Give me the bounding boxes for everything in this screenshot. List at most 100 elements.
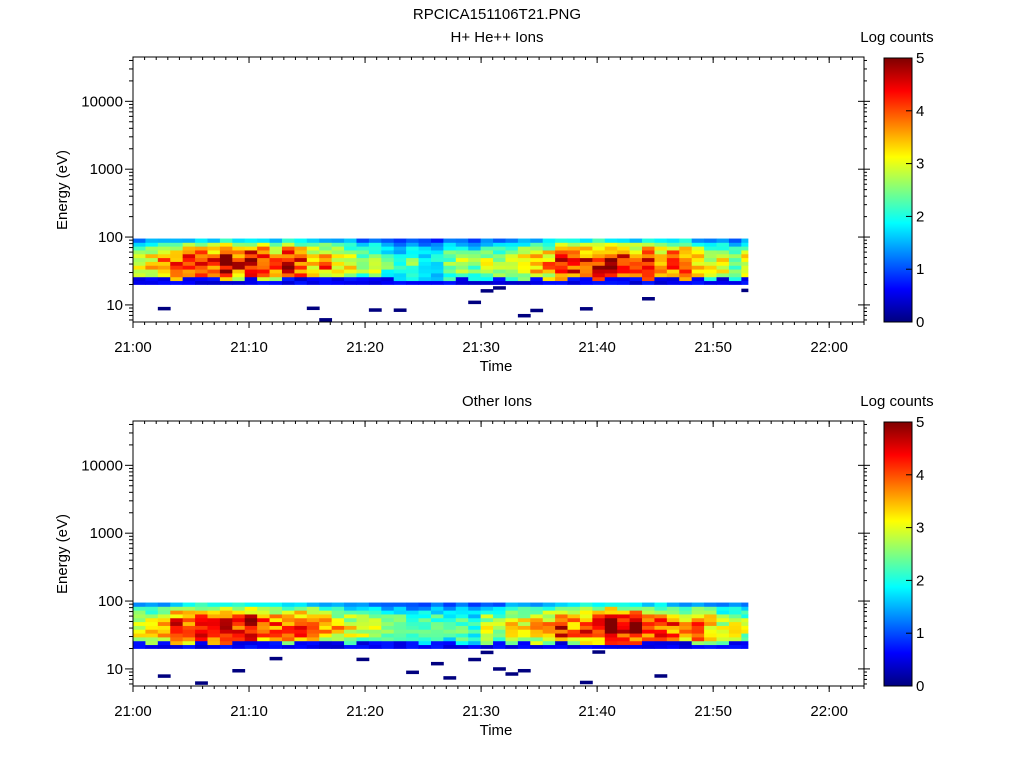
- heatmap-cell: [306, 253, 320, 259]
- heatmap-cell: [642, 297, 655, 301]
- heatmap-cell: [269, 629, 283, 634]
- heatmap-cell: [145, 238, 159, 243]
- heatmap-cell: [654, 273, 668, 278]
- heatmap-cell: [418, 610, 432, 615]
- heatmap-cell: [493, 640, 506, 646]
- heatmap-cell: [406, 621, 419, 626]
- heatmap-cell: [207, 602, 221, 607]
- heatmap-cell: [344, 257, 357, 262]
- heatmap-cell: [455, 610, 469, 615]
- heatmap-cell: [393, 606, 407, 611]
- heatmap-cell: [418, 265, 432, 270]
- x-tick-label: 21:00: [114, 703, 152, 720]
- heatmap-cell: [257, 246, 270, 251]
- heatmap-cell: [244, 629, 258, 634]
- heatmap-cell: [306, 625, 320, 630]
- heatmap-cell: [642, 602, 655, 607]
- heatmap-cell: [257, 637, 270, 642]
- heatmap-cell: [145, 280, 159, 285]
- heatmap-cell: [344, 250, 357, 255]
- heatmap-cell: [480, 273, 494, 278]
- heatmap-cell: [604, 242, 618, 247]
- heatmap-cell: [133, 261, 146, 266]
- heatmap-cell: [555, 261, 568, 266]
- heatmap-cell: [505, 265, 519, 270]
- heatmap-cell: [418, 246, 432, 251]
- heatmap-cell: [294, 276, 308, 282]
- heatmap-cell: [257, 610, 270, 615]
- heatmap-cell: [691, 238, 705, 243]
- heatmap-cell: [430, 250, 444, 255]
- heatmap-cell: [617, 610, 631, 615]
- heatmap-cell: [555, 640, 568, 646]
- heatmap-cell: [728, 242, 742, 247]
- heatmap-cell: [368, 621, 382, 626]
- heatmap-cell: [406, 250, 419, 255]
- heatmap-cell: [430, 621, 444, 626]
- heatmap-cell: [232, 246, 246, 251]
- heatmap-cell: [393, 640, 407, 646]
- heatmap-cell: [219, 253, 233, 259]
- heatmap-cell: [517, 617, 531, 623]
- heatmap-cell: [704, 602, 717, 607]
- heatmap-cell: [691, 246, 705, 251]
- heatmap-cell: [368, 242, 382, 247]
- heatmap-cell: [666, 610, 680, 615]
- heatmap-cell: [629, 273, 643, 278]
- heatmap-cell: [579, 265, 593, 270]
- heatmap-cell: [232, 276, 246, 282]
- heatmap-cell: [741, 621, 749, 626]
- heatmap-cell: [281, 644, 295, 649]
- heatmap-cell: [505, 640, 519, 646]
- heatmap-cell: [679, 637, 693, 642]
- heatmap-cell: [542, 633, 556, 638]
- heatmap-cell: [468, 269, 482, 274]
- heatmap-cell: [579, 617, 593, 623]
- heatmap-cell: [654, 606, 668, 611]
- heatmap-cell: [629, 606, 643, 611]
- heatmap-cell: [344, 644, 357, 649]
- heatmap-cell: [654, 238, 668, 243]
- heatmap-cell: [530, 246, 544, 251]
- heatmap-cell: [505, 238, 519, 243]
- colorbar-tick-label: 3: [916, 156, 924, 173]
- heatmap-cell: [182, 606, 196, 611]
- heatmap-cell: [319, 617, 333, 623]
- heatmap-cell: [418, 238, 432, 243]
- heatmap-cell: [455, 633, 469, 638]
- heatmap-cell: [666, 261, 680, 266]
- heatmap-cell: [704, 606, 717, 611]
- x-tick-label: 21:10: [230, 339, 268, 356]
- heatmap-cell: [629, 610, 643, 615]
- heatmap-cell: [691, 625, 705, 630]
- heatmap-cell: [281, 242, 295, 247]
- heatmap-cell: [542, 640, 556, 646]
- heatmap-cell: [592, 257, 606, 262]
- heatmap-cell: [232, 617, 246, 623]
- heatmap-cell: [567, 257, 581, 262]
- heatmap-cell: [257, 644, 270, 649]
- heatmap-cell: [319, 644, 333, 649]
- heatmap-cell: [604, 276, 618, 282]
- heatmap-cell: [182, 273, 196, 278]
- colorbar-tick-label: 2: [916, 572, 924, 589]
- heatmap-cell: [232, 253, 246, 259]
- heatmap-cell: [157, 246, 171, 251]
- heatmap-cell: [368, 250, 382, 255]
- heatmap-cell: [654, 621, 668, 626]
- heatmap-cell: [654, 269, 668, 274]
- heatmap-cell: [133, 238, 146, 243]
- heatmap-cell: [443, 617, 457, 623]
- heatmap-cell: [642, 269, 655, 274]
- heatmap-cell: [257, 276, 270, 282]
- heatmap-cell: [195, 265, 208, 270]
- heatmap-cell: [555, 610, 568, 615]
- heatmap-cell: [170, 621, 184, 626]
- heatmap-cell: [517, 280, 531, 285]
- heatmap-cell: [219, 606, 233, 611]
- heatmap-cell: [579, 614, 593, 619]
- heatmap-cell: [579, 644, 593, 649]
- heatmap-cell: [629, 257, 643, 262]
- heatmap-cell: [294, 246, 308, 251]
- heatmap-cell: [195, 606, 208, 611]
